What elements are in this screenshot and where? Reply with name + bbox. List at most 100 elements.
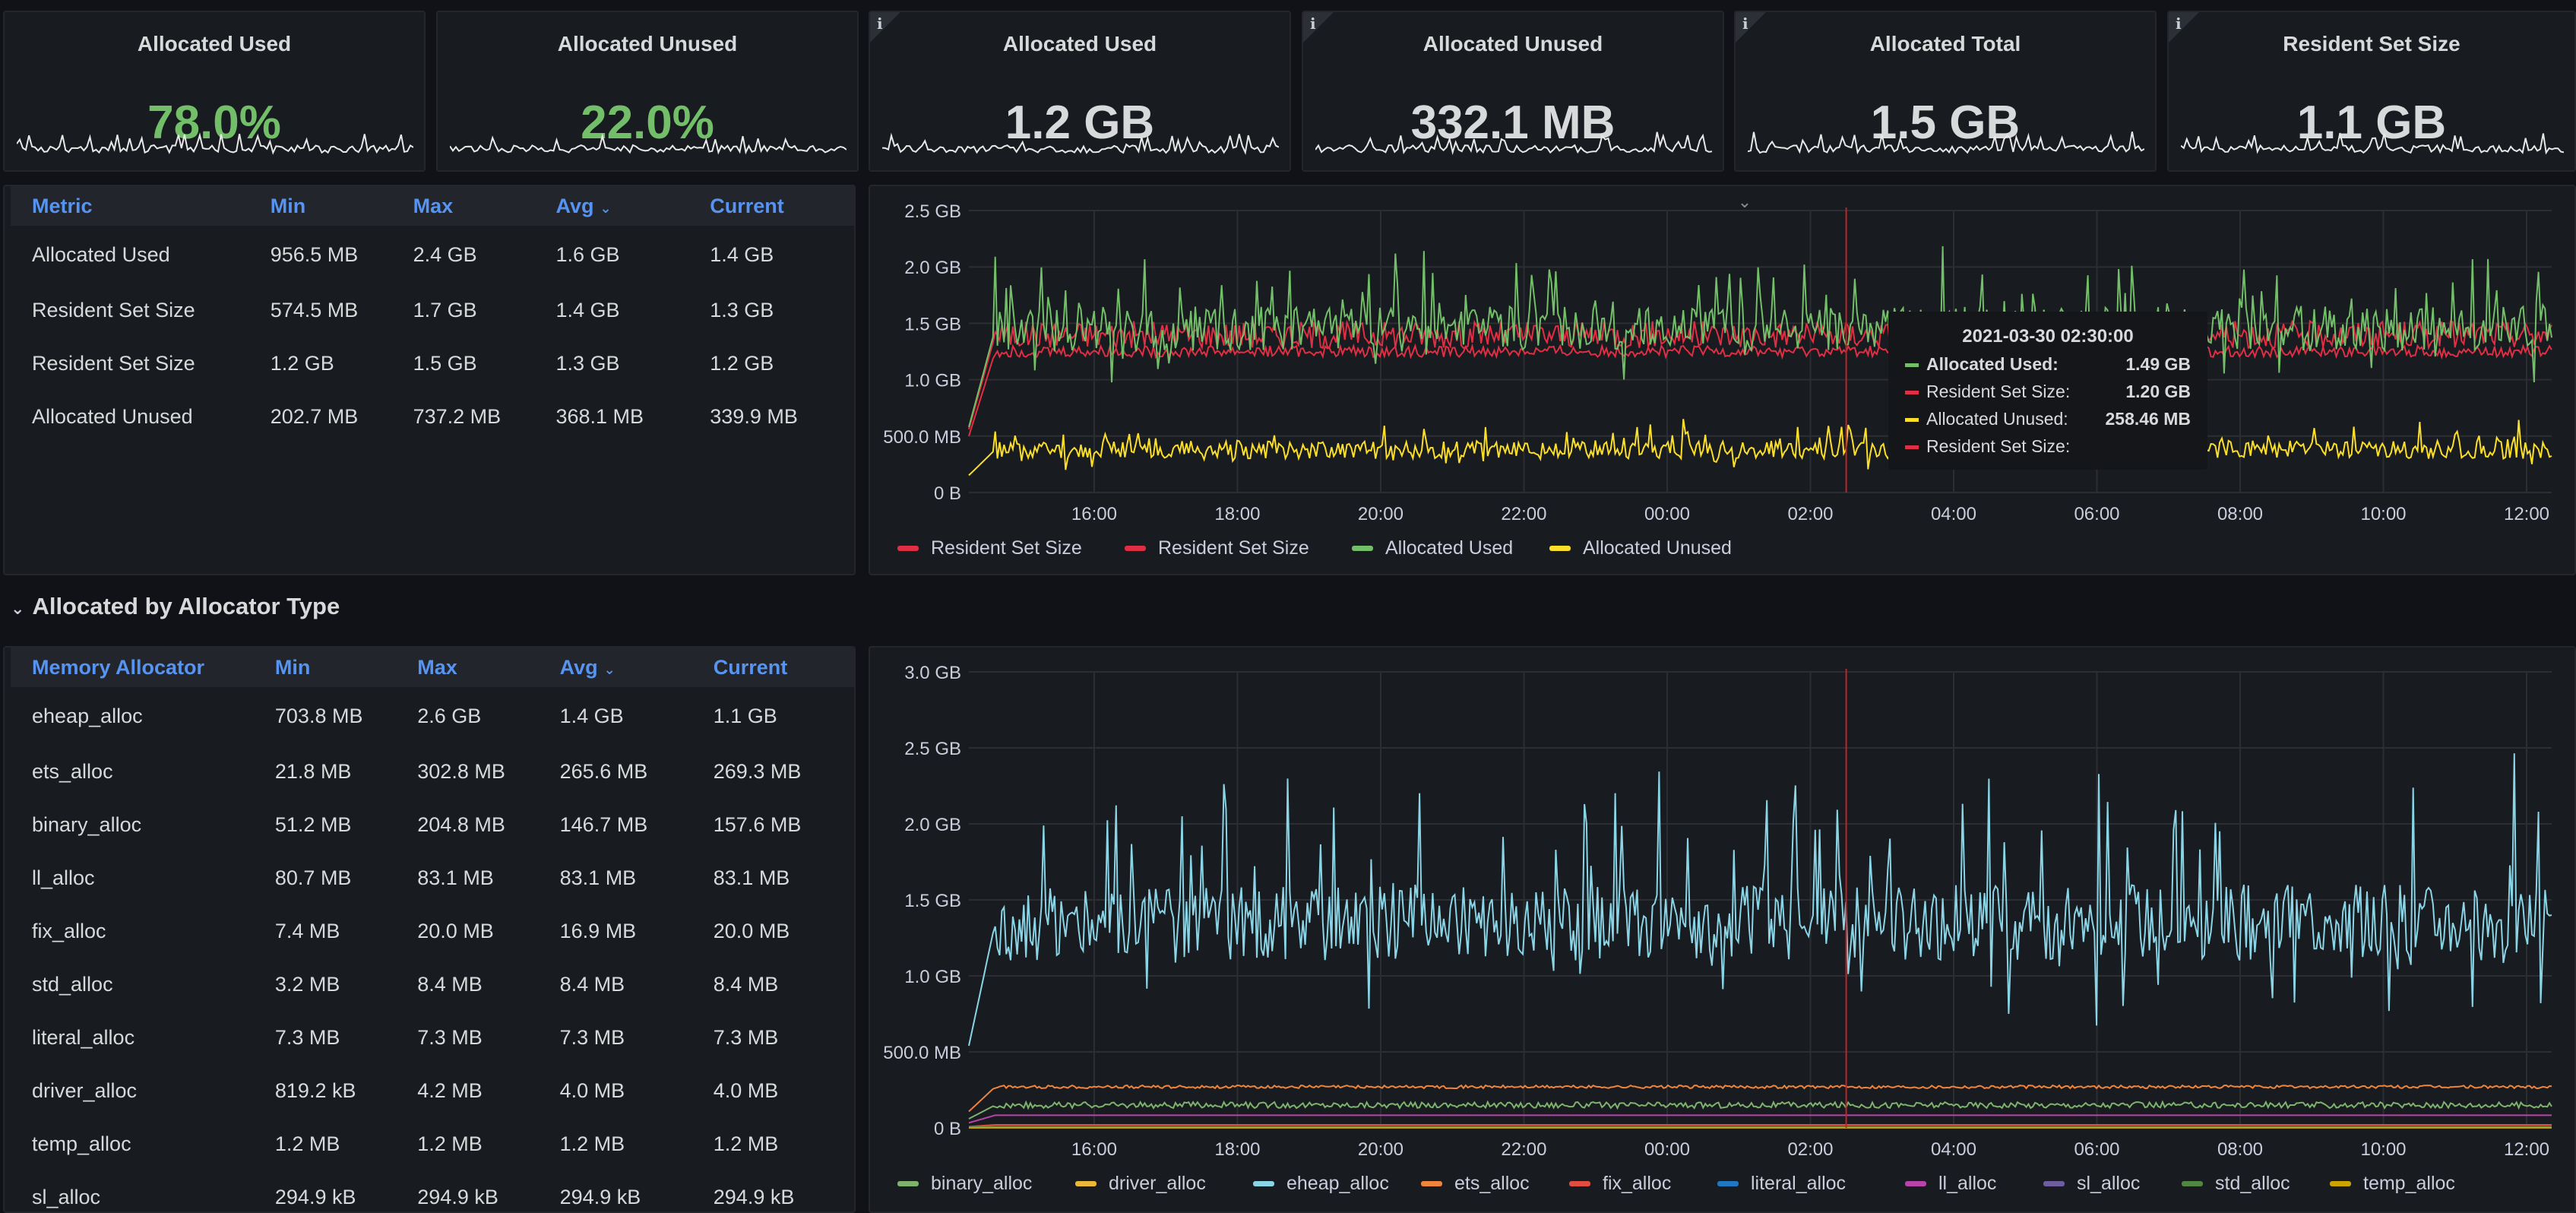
legend-item[interactable]: Allocated Unused (1583, 537, 1732, 559)
info-icon[interactable]: i (877, 14, 883, 33)
column-header[interactable]: Max (391, 186, 535, 226)
legend-item[interactable]: eheap_alloc (1286, 1173, 1389, 1194)
column-header[interactable]: Avg ⌄ (538, 648, 692, 687)
chevron-down-icon[interactable]: ⌄ (11, 599, 25, 618)
sparkline (882, 132, 1279, 155)
table-cell: 1.4 GB (710, 242, 774, 266)
table-cell: 7.3 MB (713, 1025, 779, 1049)
legend-item[interactable]: std_alloc (2215, 1173, 2290, 1194)
legend-item[interactable]: driver_alloc (1109, 1173, 1206, 1194)
table-cell: 703.8 MB (274, 704, 363, 727)
legend-swatch (2043, 1181, 2065, 1186)
x-tick-label: 06:00 (2074, 1139, 2119, 1160)
table-cell: 16.9 MB (559, 919, 637, 942)
table-cell: ll_alloc (32, 866, 95, 889)
stat-title: Resident Set Size (2283, 32, 2460, 55)
table-cell: 4.2 MB (417, 1078, 483, 1102)
x-tick-label: 16:00 (1071, 504, 1117, 524)
table-cell: 8.4 MB (417, 972, 483, 996)
y-tick-label: 500.0 MB (883, 427, 961, 448)
table-cell: 4.0 MB (713, 1078, 779, 1102)
stat-value: 1.2 GB (1005, 97, 1155, 149)
legend-item[interactable]: literal_alloc (1751, 1173, 1846, 1194)
sparkline (1748, 131, 2144, 155)
legend-item[interactable]: Resident Set Size (931, 537, 1082, 559)
table-cell: literal_alloc (32, 1025, 135, 1049)
legend-swatch (1569, 1181, 1590, 1186)
legend-item[interactable]: ll_alloc (1938, 1173, 1996, 1194)
row-allocated-by-allocator[interactable]: ⌄ Allocated by Allocator Type (11, 593, 340, 620)
table-cell: 269.3 MB (713, 759, 802, 783)
tooltip-label: Allocated Used: (1926, 354, 2059, 374)
tooltip-swatch (1905, 418, 1919, 422)
stat-value: 332.1 MB (1410, 97, 1616, 149)
chevron-down-icon[interactable]: ⌄ (600, 200, 612, 216)
table-cell: Allocated Used (32, 242, 170, 266)
legend-item[interactable]: Allocated Used (1385, 537, 1513, 559)
y-tick-label: 3.0 GB (904, 663, 961, 683)
table-cell: 956.5 MB (270, 242, 359, 266)
series-line (968, 1126, 2552, 1129)
x-tick-label: 08:00 (2217, 1139, 2263, 1160)
sparkline (1315, 131, 1712, 156)
chevron-down-icon[interactable]: ⌄ (603, 661, 616, 677)
column-header-label: Avg (555, 194, 594, 217)
allocator-graph-panel: 0 B 500.0 MB 1.0 GB 1.5 GB 2.0 GB 2.5 GB 3.0 G… (869, 646, 2576, 1213)
table-row: Resident Set Size 1.2 GB 1.5 GB 1.3 GB 1.2 G… (11, 337, 854, 390)
y-tick-label: 500.0 MB (883, 1043, 961, 1063)
column-header-label: Memory Allocator (32, 655, 205, 679)
legend-swatch (1421, 1181, 1442, 1186)
legend-item[interactable]: Resident Set Size (1158, 537, 1309, 559)
x-tick-label: 12:00 (2504, 504, 2549, 524)
legend-swatch (897, 1181, 919, 1186)
sparkline-path (882, 132, 1279, 155)
info-icon[interactable]: i (1742, 14, 1748, 33)
series-line (968, 753, 2552, 1047)
tooltip-label: Allocated Unused: (1926, 409, 2068, 429)
table-cell: Allocated Unused (32, 404, 193, 428)
series-line (968, 343, 2552, 437)
legend-item[interactable]: sl_alloc (2077, 1173, 2140, 1194)
column-header[interactable]: Current (691, 648, 854, 687)
chevron-down-icon[interactable]: ⌄ (1738, 192, 1752, 211)
allocator-graph[interactable]: 0 B 500.0 MB 1.0 GB 1.5 GB 2.0 GB 2.5 GB 3.0 G… (870, 648, 2574, 1211)
stat-panel: Allocated Used 78.0% (3, 11, 426, 172)
column-header[interactable]: Current (688, 186, 854, 226)
legend-item[interactable]: binary_alloc (931, 1173, 1032, 1194)
info-icon[interactable]: i (2176, 14, 2182, 33)
stat-panel: i Allocated Total 1.5 GB (1734, 11, 2157, 172)
table-cell: 80.7 MB (274, 866, 352, 889)
info-icon[interactable]: i (1310, 14, 1316, 33)
tooltip-label: Resident Set Size: (1926, 436, 2070, 456)
x-tick-label: 12:00 (2504, 1139, 2549, 1160)
legend-item[interactable]: temp_alloc (2363, 1173, 2455, 1194)
x-tick-label: 00:00 (1644, 1139, 1690, 1160)
table-cell: 1.3 GB (710, 298, 774, 321)
sparkline-path (450, 133, 847, 155)
column-header[interactable]: Min (248, 186, 392, 226)
x-tick-label: 22:00 (1501, 504, 1546, 524)
y-tick-label: 2.0 GB (904, 815, 961, 835)
column-header[interactable]: Avg ⌄ (534, 186, 689, 226)
column-header[interactable]: Metric (11, 186, 249, 226)
column-header[interactable]: Memory Allocator (11, 648, 254, 687)
column-header[interactable]: Min (253, 648, 397, 687)
table-cell: 819.2 kB (274, 1078, 356, 1102)
stat-panel: i Allocated Used 1.2 GB (869, 11, 1291, 172)
sparkline-path (2181, 132, 2564, 155)
column-header[interactable]: Max (396, 648, 539, 687)
memory-graph[interactable]: 0 B 500.0 MB 1.0 GB 1.5 GB 2.0 GB 2.5 GB 16:00… (870, 186, 2574, 574)
table-cell: 294.9 kB (713, 1185, 795, 1208)
series-line (968, 319, 2552, 430)
legend-item[interactable]: ets_alloc (1454, 1173, 1530, 1194)
table-cell: 21.8 MB (274, 759, 352, 783)
y-tick-label: 2.0 GB (904, 258, 961, 278)
series-line (968, 1124, 2552, 1128)
table-cell: Resident Set Size (32, 351, 195, 375)
series-line (968, 245, 2552, 428)
table-cell: 202.7 MB (270, 404, 359, 428)
table-row: ets_alloc 21.8 MB 302.8 MB 265.6 MB 269.3 MB (11, 745, 854, 798)
column-header-label: Metric (32, 194, 93, 217)
y-tick-label: 2.5 GB (904, 739, 961, 759)
legend-item[interactable]: fix_alloc (1603, 1173, 1671, 1194)
